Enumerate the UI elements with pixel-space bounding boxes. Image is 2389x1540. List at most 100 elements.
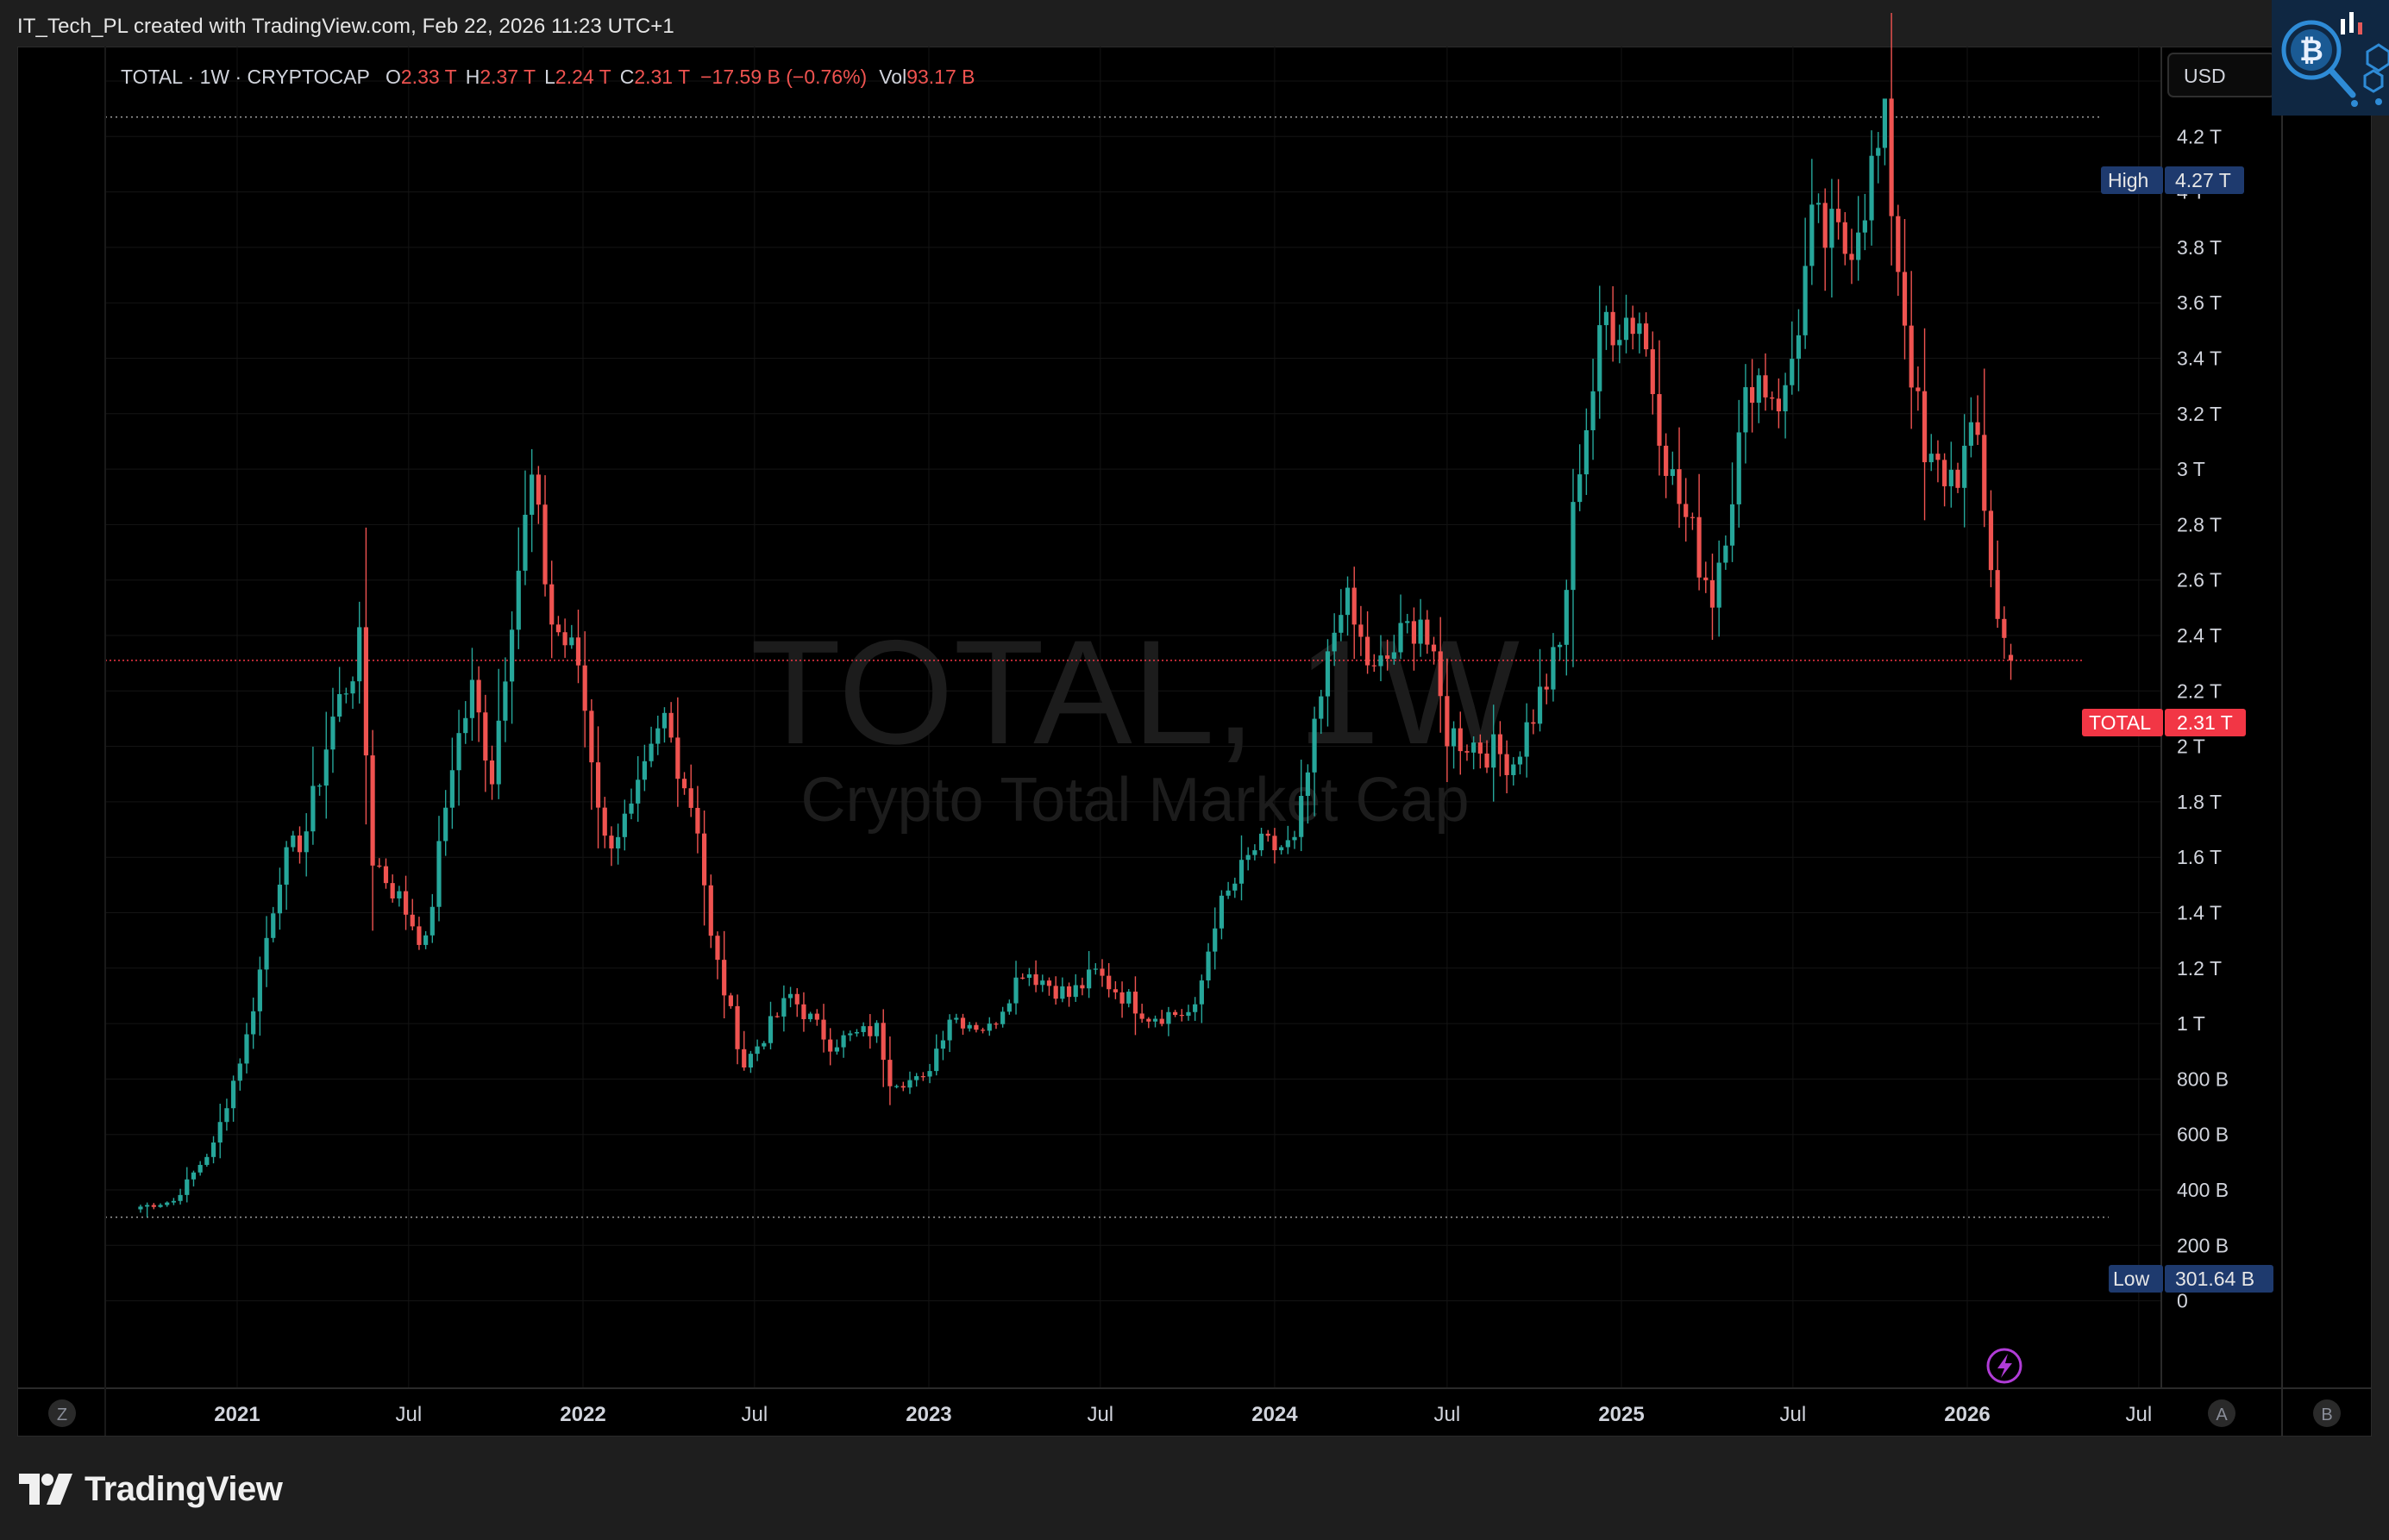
candle-body [868,1026,873,1036]
lightning-icon[interactable] [1986,1348,2022,1384]
candle-body [841,1035,846,1048]
candle-body [1119,992,1125,1004]
candle-body [1292,836,1297,841]
candle [1411,607,1417,671]
candle [722,930,727,1019]
candle [868,1014,873,1049]
candle-body [1776,398,1781,412]
price-tick-label: 1.8 T [2177,791,2222,813]
candle-body [1583,429,1589,475]
candle-body [1093,968,1098,970]
candle-body [1842,222,1847,254]
candle [994,1022,999,1030]
candle-body [237,1063,242,1081]
candle-body [456,733,461,771]
candle-body [443,807,448,842]
candle [562,618,567,658]
candle [516,527,521,649]
candle-body [675,737,680,779]
candle-body [1431,644,1437,652]
candle [1835,178,1841,240]
candle-body [1690,516,1696,518]
candle-body [178,1194,183,1201]
candle-body [231,1080,236,1109]
candle [1750,359,1755,433]
candle-body [742,1049,747,1068]
b-button[interactable]: B [2313,1399,2341,1427]
candle [874,1020,880,1043]
candle-body [489,760,495,785]
candle-body [1796,335,1802,360]
candle [231,1075,236,1122]
candle [1916,366,1921,411]
candle [854,1029,860,1037]
legend-low-label: L [544,66,555,88]
last-value: 2.31 T [2177,711,2233,734]
candle-body [323,749,329,786]
candle [1511,757,1516,786]
price-tick-label: 2 T [2177,736,2205,758]
candle [1087,950,1092,998]
candle-body [1736,432,1741,504]
candle-body [801,1004,806,1019]
candle-body [284,847,289,885]
candle [443,790,448,856]
candle [1471,736,1477,770]
candle [1896,204,1901,297]
candle [1252,844,1257,861]
candle [582,631,587,748]
legend-close-value: 2.31 T [634,66,690,88]
candle-body [1537,686,1543,724]
candle [1630,305,1635,350]
candle [1790,321,1795,395]
candle [1975,395,1980,446]
candle [1425,610,1430,654]
candle [1405,613,1410,634]
candle [217,1104,223,1159]
high-low-lines [105,116,2109,1218]
candle-body [1351,587,1357,625]
candle-body [1272,836,1277,851]
candle [483,694,488,792]
candle [1670,451,1675,485]
candle-body [1995,570,2000,619]
candle-body [1464,751,1470,753]
candle-body [1159,1018,1164,1024]
candle-body [1571,502,1576,591]
legend-open-label: O [386,66,401,88]
candle [523,470,528,585]
currency-button[interactable]: USD [2167,53,2276,97]
candle [655,715,661,755]
candle-body [251,1011,256,1035]
candle-body [1876,147,1881,156]
candle-body [1988,510,1994,571]
tradingview-footer-logo[interactable]: TradingView [19,1463,283,1515]
candle [907,1071,912,1094]
candle [1723,535,1728,570]
candle-body [204,1156,210,1165]
z-button[interactable]: Z [48,1399,76,1427]
candle [1385,639,1390,671]
candle [165,1201,170,1207]
time-tick-label: 2021 [214,1403,260,1426]
candle [1159,1010,1164,1027]
candle [1617,324,1622,364]
candle-body [1564,590,1569,645]
candle-body [549,584,555,625]
candle-body [1332,632,1337,652]
time-tick-label: Jul [741,1403,768,1426]
candle-body [1438,651,1443,697]
candle [297,826,303,864]
candle [530,448,535,553]
candle-body [1935,454,1941,460]
candle-body [463,717,468,734]
candle-body [1305,772,1310,797]
candle [781,985,787,1032]
candle-body [1319,696,1324,719]
candle-body [701,833,707,886]
chart-frame[interactable] [17,47,2372,1437]
legend-symbol[interactable]: TOTAL · 1W · CRYPTOCAP [121,66,370,88]
candle [536,466,541,524]
a-button[interactable]: A [2208,1399,2235,1427]
